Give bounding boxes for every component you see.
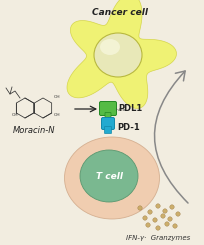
Ellipse shape <box>80 150 138 202</box>
Text: IFN-γ·  Granzymes: IFN-γ· Granzymes <box>126 235 190 241</box>
Text: OH: OH <box>12 113 19 117</box>
Circle shape <box>156 204 160 208</box>
FancyBboxPatch shape <box>100 101 116 115</box>
Ellipse shape <box>94 33 142 77</box>
FancyBboxPatch shape <box>102 118 114 130</box>
Text: Inhib: Inhib <box>116 108 126 112</box>
Text: PDL1: PDL1 <box>118 103 142 112</box>
Text: Cancer cell: Cancer cell <box>92 8 148 17</box>
Circle shape <box>165 222 169 226</box>
Circle shape <box>168 217 172 221</box>
FancyArrowPatch shape <box>154 71 188 203</box>
Circle shape <box>138 206 142 210</box>
Circle shape <box>153 218 157 222</box>
Circle shape <box>163 209 167 213</box>
Text: Moracin-N: Moracin-N <box>13 126 55 135</box>
FancyBboxPatch shape <box>104 126 112 134</box>
Text: PD-1: PD-1 <box>117 122 140 132</box>
Text: OH: OH <box>54 95 61 99</box>
Circle shape <box>173 224 177 228</box>
Circle shape <box>176 212 180 216</box>
Circle shape <box>161 214 165 218</box>
Text: T cell: T cell <box>95 172 122 181</box>
Circle shape <box>148 210 152 214</box>
Circle shape <box>170 205 174 209</box>
Circle shape <box>143 216 147 220</box>
Circle shape <box>146 223 150 227</box>
FancyBboxPatch shape <box>105 112 111 121</box>
Polygon shape <box>67 0 176 109</box>
Text: OH: OH <box>54 113 61 117</box>
Circle shape <box>156 226 160 230</box>
Ellipse shape <box>64 137 160 219</box>
Ellipse shape <box>100 39 120 55</box>
